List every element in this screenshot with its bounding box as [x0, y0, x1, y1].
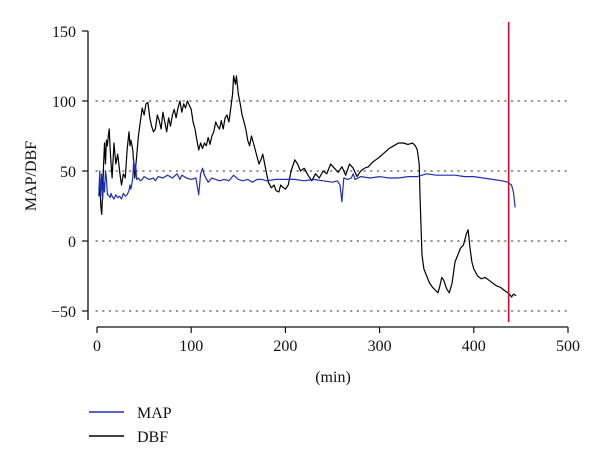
legend: MAP DBF: [89, 405, 172, 446]
x-tick-label-200: 200: [273, 338, 297, 355]
x-tick-label-0: 0: [93, 338, 101, 355]
y-axis-label: MAP/DBF: [23, 141, 40, 211]
y-tick-label-50: 50: [60, 164, 76, 181]
grid: [95, 100, 569, 312]
legend-item-map: MAP: [89, 405, 172, 422]
y-tick-label-100: 100: [52, 94, 76, 111]
x-tick-label-500: 500: [556, 338, 580, 355]
y-tick-label-0: 0: [68, 234, 76, 251]
legend-label-map: MAP: [137, 405, 172, 422]
x-tick-label-300: 300: [368, 338, 392, 355]
legend-item-dbf: DBF: [89, 429, 168, 446]
legend-label-dbf: DBF: [137, 429, 168, 446]
y-tick-label--50: −50: [51, 304, 76, 321]
series-line-dbf: [98, 75, 517, 298]
series-line-map: [98, 159, 516, 208]
axes: [87, 31, 568, 328]
series: [98, 75, 517, 298]
ticks: −50 0 50 100 150 0 100 200 300 400 500: [51, 24, 580, 355]
x-tick-label-400: 400: [462, 338, 486, 355]
x-tick-label-100: 100: [179, 338, 203, 355]
x-axis-label: (min): [315, 369, 351, 386]
y-tick-label-150: 150: [52, 24, 76, 41]
